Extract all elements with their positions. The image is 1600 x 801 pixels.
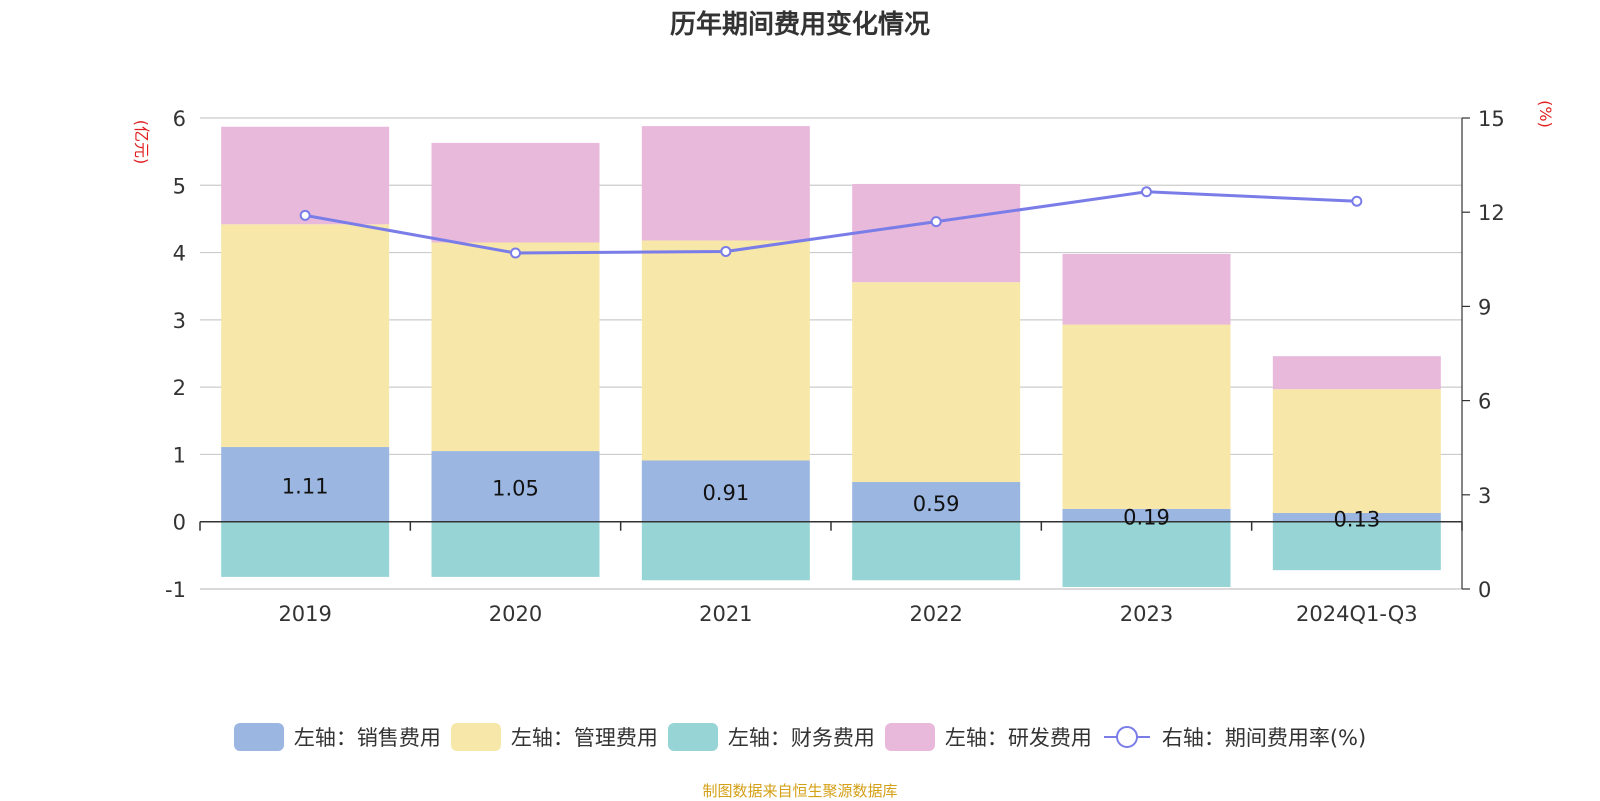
legend-label: 左轴：财务费用: [727, 726, 875, 750]
left-tick-label: 4: [173, 242, 186, 266]
data-label: 0.19: [1123, 505, 1170, 529]
bar-3-5: [1272, 356, 1441, 390]
legend-swatch: [233, 723, 284, 751]
chart-title: 历年期间费用变化情况: [669, 10, 930, 40]
rate-point: [1141, 186, 1152, 198]
bar-0-3: [852, 482, 1021, 522]
source-note: 制图数据来自恒生聚源数据库: [702, 782, 898, 800]
category-label: 2020: [489, 602, 542, 626]
left-axis-unit-label: (亿元): [132, 120, 151, 165]
right-axis-unit-label: (%): [1536, 100, 1555, 128]
bar-2-5: [1272, 521, 1441, 571]
bar-1-0: [221, 224, 390, 448]
legend: 左轴：销售费用 左轴：管理费用 左轴：财务费用 左轴：研发费用 右轴：期间费用率(%): [0, 722, 1600, 752]
bar-3-4: [1062, 253, 1231, 325]
data-label: 0.59: [913, 492, 960, 516]
right-tick-label: 12: [1478, 201, 1505, 225]
bar-0-0: [221, 447, 390, 522]
data-label: 1.05: [492, 476, 539, 500]
bar-1-5: [1272, 389, 1441, 513]
rate-line: [304, 190, 1357, 255]
rate-point: [510, 247, 521, 259]
bar-2-4: [1062, 521, 1231, 587]
left-tick-label: 5: [173, 174, 186, 198]
legend-label: 左轴：研发费用: [944, 726, 1092, 750]
right-tick-label: 3: [1478, 484, 1491, 508]
legend-swatch: [884, 723, 935, 751]
right-tick-label: 9: [1478, 295, 1491, 319]
legend-item[interactable]: 左轴：管理费用: [450, 722, 658, 752]
bar-series: [221, 126, 1441, 587]
bar-0-4: [1062, 508, 1231, 522]
left-tick-label: 3: [173, 309, 186, 333]
bar-1-1: [431, 242, 600, 452]
bar-0-1: [431, 451, 600, 522]
legend-label: 右轴：期间费用率(%): [1161, 726, 1367, 750]
bar-1-2: [641, 240, 810, 461]
right-tick-label: 15: [1478, 107, 1505, 131]
legend-swatch: [450, 723, 501, 751]
grid-lines: [200, 117, 1462, 590]
rate-point: [299, 209, 311, 221]
legend-item[interactable]: 右轴：期间费用率(%): [1102, 722, 1366, 752]
bar-2-3: [852, 521, 1021, 581]
bar-3-2: [641, 126, 810, 241]
category-label: 2022: [909, 602, 962, 626]
legend-item[interactable]: 左轴：财务费用: [667, 722, 875, 752]
rate-point: [930, 216, 942, 228]
legend-label: 左轴：管理费用: [510, 726, 658, 750]
bar-3-0: [221, 126, 390, 225]
rate-point: [720, 245, 732, 257]
rate-line-series: [299, 186, 1363, 259]
legend-swatch: [667, 723, 718, 751]
left-tick-label: 6: [173, 107, 186, 131]
left-tick-label: 0: [173, 511, 186, 535]
data-labels: 1.11 1.05 0.91 0.59 0.19 0.13: [282, 474, 1380, 531]
left-tick-label: -1: [165, 578, 186, 602]
category-label: 2023: [1120, 602, 1173, 626]
data-label: 0.13: [1333, 507, 1380, 531]
legend-item[interactable]: 左轴：销售费用: [233, 722, 441, 752]
rate-point: [1351, 195, 1363, 207]
category-label: 2021: [699, 602, 752, 626]
legend-label: 左轴：销售费用: [293, 726, 441, 750]
left-tick-label: 2: [173, 376, 186, 400]
right-tick-label: 6: [1478, 390, 1491, 414]
bar-1-3: [852, 282, 1021, 483]
legend-item[interactable]: 左轴：研发费用: [884, 722, 1092, 752]
bar-3-3: [852, 183, 1021, 283]
bar-1-4: [1062, 324, 1231, 509]
data-label: 1.11: [282, 474, 329, 498]
bar-0-5: [1272, 512, 1441, 522]
legend-line-marker: [1115, 726, 1138, 748]
bar-0-2: [641, 460, 810, 522]
bar-2-2: [641, 521, 810, 581]
data-label: 0.91: [702, 481, 749, 505]
left-tick-label: 1: [173, 443, 186, 467]
bar-2-1: [431, 521, 600, 577]
bar-3-1: [431, 142, 600, 243]
bar-2-0: [221, 521, 390, 577]
legend-line-marker-icon: [1103, 726, 1150, 748]
category-label: 2024Q1-Q3: [1296, 602, 1418, 626]
right-tick-label: 0: [1478, 578, 1491, 602]
category-label: 2019: [278, 602, 331, 626]
